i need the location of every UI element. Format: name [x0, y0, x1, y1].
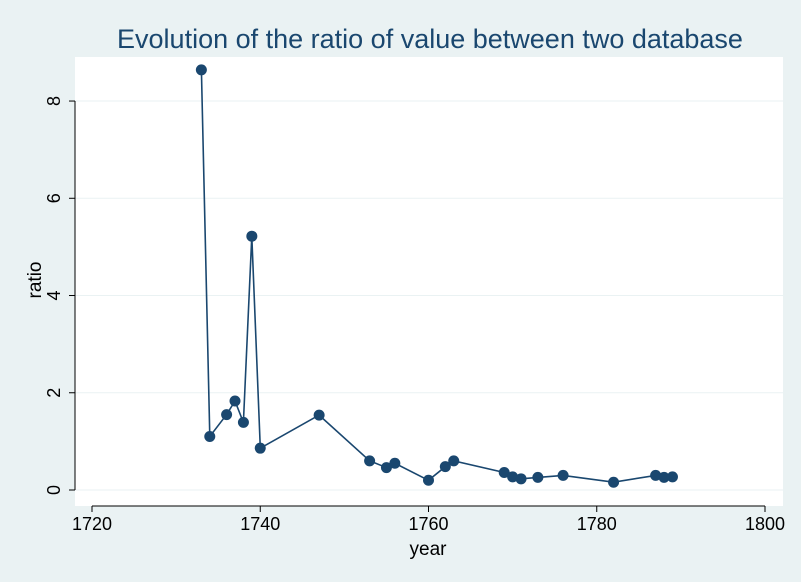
data-point [507, 471, 519, 483]
data-point [448, 455, 460, 467]
data-point [313, 409, 325, 421]
data-point [650, 469, 662, 481]
x-tick-label: 1780 [577, 514, 617, 534]
data-point [557, 469, 569, 481]
y-tick-label: 2 [44, 388, 64, 398]
data-point [380, 462, 392, 474]
grid-layer [75, 100, 783, 491]
data-point [532, 471, 544, 483]
data-point [246, 230, 258, 242]
data-point [204, 431, 216, 443]
y-tick-label: 6 [44, 193, 64, 203]
y-axis-label: ratio [25, 262, 46, 299]
data-point [439, 461, 451, 473]
data-point [364, 455, 376, 467]
y-tick-label: 8 [44, 96, 64, 106]
y-tick-label: 4 [44, 291, 64, 301]
data-point [608, 476, 620, 488]
data-point [237, 416, 249, 428]
series-layer [195, 64, 678, 488]
data-point [229, 395, 241, 407]
plot-area [75, 57, 783, 506]
x-tick-label: 1740 [240, 514, 280, 534]
data-point [666, 471, 678, 483]
data-point [515, 473, 527, 485]
data-point [221, 409, 233, 421]
data-point [389, 457, 401, 469]
data-point [254, 442, 266, 454]
chart-title: Evolution of the ratio of value between … [117, 24, 743, 54]
x-tick-label: 1720 [72, 514, 112, 534]
x-tick-label: 1760 [408, 514, 448, 534]
x-tick-label: 1800 [745, 514, 785, 534]
y-tick-label: 0 [44, 485, 64, 495]
x-axis-label: year [410, 539, 448, 560]
data-point [498, 466, 510, 478]
data-point [423, 474, 434, 486]
data-point [658, 471, 670, 483]
data-point [195, 64, 207, 76]
axis-layer: 0 2 4 6 8 1720 1740 1760 1780 1800 [44, 96, 785, 534]
